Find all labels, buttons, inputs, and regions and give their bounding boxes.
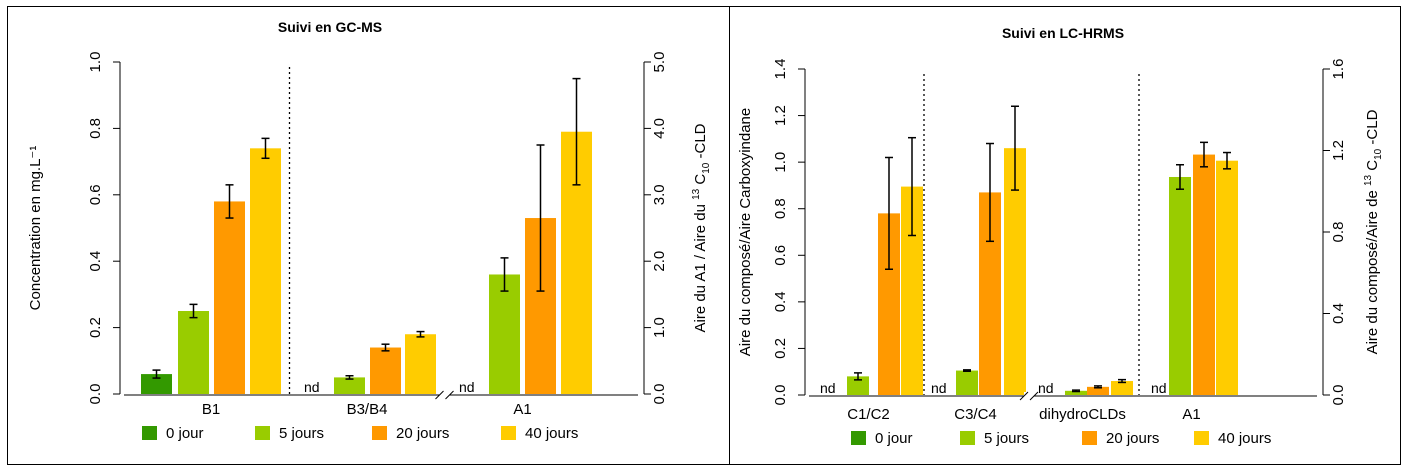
y-tick-label: 0.8 — [87, 118, 104, 139]
legend-swatch — [372, 426, 387, 440]
axis-break-gap — [439, 391, 450, 399]
legend-label: 0 jour — [875, 430, 913, 447]
bar — [901, 186, 923, 395]
legend-label: 40 jours — [525, 425, 578, 442]
bar — [370, 347, 401, 394]
y-tick-label: 1.2 — [772, 105, 789, 126]
chart-lc-hrms: Suivi en LC-HRMS 0.0 0.2 0.4 0.6 0.8 1.0 1.2 1.4… — [737, 25, 1384, 447]
y2-axis-label: Aire du composé/Aire de 13 C10 -CLD — [1363, 109, 1384, 354]
bar — [489, 274, 520, 394]
axis-break-mark — [445, 390, 454, 400]
bar — [979, 192, 1001, 395]
bar — [1111, 381, 1133, 395]
nd-label: nd — [1151, 380, 1167, 396]
bar — [878, 213, 900, 395]
bar — [1216, 160, 1238, 395]
y-tick-label: 1.4 — [772, 59, 789, 80]
legend-label: 20 jours — [1106, 430, 1159, 447]
nd-label: nd — [820, 380, 836, 396]
bar — [1087, 386, 1109, 395]
x-tick-label: dihydroCLDs — [1039, 406, 1126, 423]
bar — [1065, 390, 1087, 395]
x-tick-label: B3/B4 — [347, 401, 388, 418]
legend-label: 5 jours — [984, 430, 1029, 447]
bar — [847, 376, 869, 395]
y2-tick-label: 3.0 — [651, 184, 668, 205]
x-tick-label: C1/C2 — [847, 406, 890, 423]
x-tick-label: B1 — [202, 401, 220, 418]
y2-tick-label: 1.6 — [1330, 59, 1347, 80]
chart-title: Suivi en LC-HRMS — [1002, 25, 1124, 41]
bar — [956, 370, 978, 395]
x-tick-label: A1 — [1182, 406, 1200, 423]
axis-break-mark — [1029, 391, 1039, 401]
y-tick-label: 0.2 — [772, 338, 789, 359]
nd-label: nd — [931, 380, 947, 396]
legend-label: 5 jours — [279, 425, 324, 442]
panel-lc-hrms: Suivi en LC-HRMS 0.0 0.2 0.4 0.6 0.8 1.0 1.2 1.4… — [729, 6, 1401, 465]
y2-tick-label: 2.0 — [651, 251, 668, 272]
legend-swatch — [960, 431, 975, 445]
y2-tick-label: 0.4 — [1330, 303, 1347, 324]
legend-label: 20 jours — [396, 425, 449, 442]
y2-tick-label: 1.2 — [1330, 140, 1347, 161]
y-tick-label: 0.4 — [87, 251, 104, 272]
y-tick-label: 0.8 — [772, 198, 789, 219]
y-axis-label: Aire du composé/Aire Carboxyindane — [737, 108, 754, 356]
bar — [214, 201, 245, 394]
bar — [141, 374, 172, 394]
axis-break-mark — [1019, 391, 1029, 401]
y2-axis-label: Aire du A1 / Aire du 13 C10 -CLD — [691, 123, 712, 332]
y2-tick-label: 5.0 — [651, 52, 668, 73]
x-tick-label: C3/C4 — [954, 406, 997, 423]
nd-label: nd — [459, 379, 475, 395]
y2-tick-label: 0.0 — [651, 384, 668, 405]
bar — [1169, 176, 1191, 395]
y-tick-label: 1.0 — [772, 152, 789, 173]
legend-swatch — [255, 426, 270, 440]
legend-swatch — [142, 426, 157, 440]
chart-gc-ms: Suivi en GC-MS 0.0 0.2 0.4 0.6 0.8 1.0 Concentr… — [27, 19, 712, 442]
nd-label: nd — [304, 379, 320, 395]
y-tick-label: 0.6 — [87, 184, 104, 205]
axis-break-gap — [1024, 392, 1034, 400]
y-axis-label: Concentration en mg.L⁻¹ — [27, 146, 44, 311]
y2-tick-label: 1.0 — [651, 317, 668, 338]
legend-label: 40 jours — [1218, 430, 1271, 447]
y2-tick-label: 0.0 — [1330, 385, 1347, 406]
y-tick-label: 0.6 — [772, 245, 789, 266]
bar — [334, 377, 365, 394]
nd-label: nd — [1038, 380, 1054, 396]
y-tick-label: 1.0 — [87, 52, 104, 73]
bar — [405, 334, 436, 394]
legend-swatch — [851, 431, 866, 445]
bar — [1004, 148, 1026, 395]
legend-swatch — [1082, 431, 1097, 445]
chart-title: Suivi en GC-MS — [278, 19, 382, 35]
y-tick-label: 0.0 — [772, 385, 789, 406]
y-tick-label: 0.0 — [87, 384, 104, 405]
y-tick-label: 0.4 — [772, 291, 789, 312]
x-tick-label: A1 — [513, 401, 531, 418]
bar — [250, 148, 281, 394]
legend-swatch — [501, 426, 516, 440]
panel-gc-ms: Suivi en GC-MS 0.0 0.2 0.4 0.6 0.8 1.0 Concentr… — [7, 6, 730, 465]
y-tick-label: 0.2 — [87, 317, 104, 338]
axis-break-mark — [435, 390, 444, 400]
bar — [1193, 154, 1215, 395]
bar — [178, 311, 209, 394]
legend-swatch — [1194, 431, 1209, 445]
y2-tick-label: 4.0 — [651, 118, 668, 139]
legend-label: 0 jour — [166, 425, 204, 442]
y2-tick-label: 0.8 — [1330, 222, 1347, 243]
